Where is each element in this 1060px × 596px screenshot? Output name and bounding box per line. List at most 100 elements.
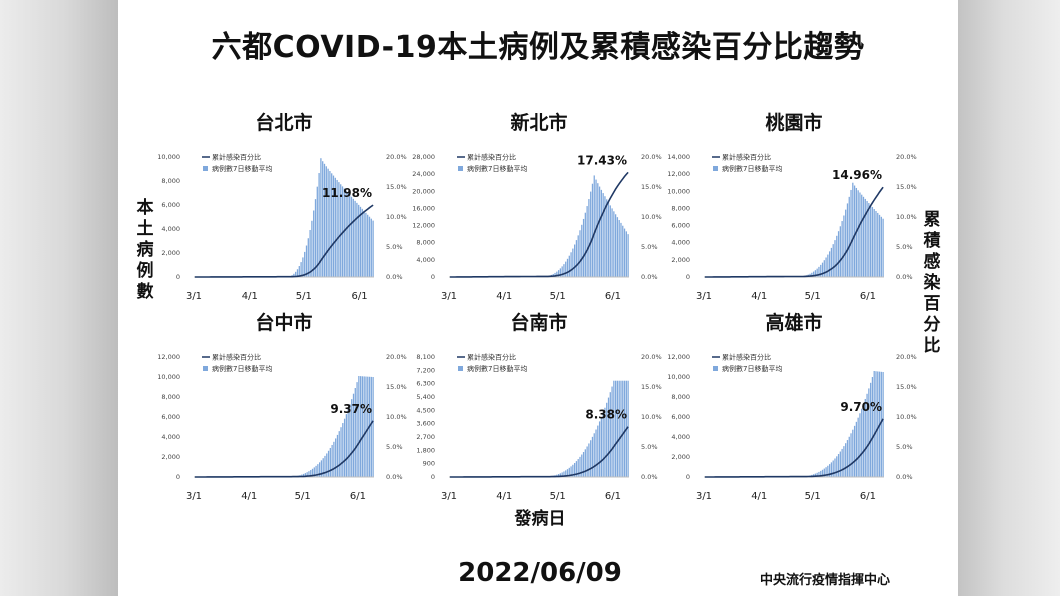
legend-line-label: 累計感染百分比 <box>467 153 516 162</box>
bar <box>882 372 884 477</box>
bar <box>345 190 347 277</box>
bar <box>308 471 310 477</box>
bar <box>606 199 608 277</box>
bar <box>350 196 353 277</box>
bar <box>338 182 340 277</box>
bar <box>581 454 583 477</box>
bar <box>864 398 866 477</box>
y-tick-label: 0 <box>431 273 435 281</box>
y2-tick-label: 10.0% <box>896 413 917 421</box>
y2-tick-label: 10.0% <box>386 413 407 421</box>
x-tick-label: 3/1 <box>696 291 712 302</box>
x-tick-label: 4/1 <box>496 291 512 302</box>
bar <box>363 210 365 277</box>
bar <box>827 465 829 477</box>
y-tick-label: 2,000 <box>671 256 690 264</box>
bar <box>622 380 624 477</box>
chart-title: 桃園市 <box>765 111 822 134</box>
x-tick-label: 6/1 <box>350 491 366 502</box>
bar <box>343 188 345 277</box>
final-percent-label: 9.70% <box>840 400 882 414</box>
legend-bar-label: 病例數7日移動平均 <box>467 364 527 373</box>
bar <box>584 449 586 477</box>
bar <box>309 230 311 277</box>
bar <box>853 185 856 277</box>
bar <box>618 220 620 277</box>
bar <box>861 194 863 277</box>
bar <box>588 199 590 277</box>
y2-tick-label: 15.0% <box>641 183 662 191</box>
y2-tick-label: 5.0% <box>641 443 658 451</box>
y-tick-label: 12,000 <box>412 222 435 230</box>
bar <box>623 380 626 477</box>
bar <box>361 376 364 477</box>
x-tick-label: 5/1 <box>805 291 821 302</box>
bar <box>302 257 304 277</box>
legend-bar-swatch <box>458 166 463 171</box>
bar <box>841 448 843 477</box>
bar <box>300 262 302 277</box>
bar <box>343 418 346 477</box>
bar <box>570 252 572 277</box>
bar <box>845 209 847 277</box>
x-tick-label: 6/1 <box>860 491 876 502</box>
bar <box>873 209 875 277</box>
legend-bar-swatch <box>713 166 718 171</box>
bar <box>623 228 626 277</box>
legend-bar-swatch <box>203 366 208 371</box>
bar <box>334 177 336 277</box>
bar <box>857 190 859 277</box>
bar <box>561 266 563 277</box>
y-tick-label: 2,700 <box>416 433 435 441</box>
y-tick-label: 8,000 <box>671 393 690 401</box>
cumulative-line <box>194 204 374 278</box>
bar <box>825 467 827 477</box>
bar <box>591 436 594 477</box>
bar <box>869 205 872 277</box>
bar <box>820 470 822 477</box>
bar <box>358 376 360 477</box>
x-tick-label: 4/1 <box>751 491 767 502</box>
x-tick-label: 3/1 <box>186 491 202 502</box>
bar <box>333 441 335 477</box>
bar <box>836 456 838 477</box>
y2-tick-label: 20.0% <box>641 353 662 361</box>
x-tick-label: 5/1 <box>296 291 312 302</box>
bar <box>563 471 565 477</box>
bar <box>597 425 599 477</box>
legend-line-label: 累計感染百分比 <box>467 353 516 362</box>
bar <box>559 473 562 477</box>
cumulative-line <box>449 171 629 278</box>
x-tick-label: 5/1 <box>295 491 311 502</box>
bar <box>862 196 865 277</box>
x-tick-label: 4/1 <box>241 491 257 502</box>
y-tick-label: 900 <box>423 460 435 468</box>
y2-tick-label: 20.0% <box>641 153 662 161</box>
bar <box>627 234 629 277</box>
y2-tick-label: 0.0% <box>896 273 913 281</box>
bar <box>345 414 348 477</box>
bar <box>590 191 592 277</box>
bar <box>861 408 863 477</box>
bar <box>354 200 356 277</box>
bar <box>314 199 317 277</box>
bar <box>315 465 317 477</box>
cumulative-line <box>704 418 884 478</box>
bar <box>845 443 847 477</box>
y2-tick-label: 15.0% <box>641 383 662 391</box>
bar <box>329 447 331 477</box>
bar <box>814 270 817 277</box>
bar <box>320 158 322 277</box>
bar <box>848 196 850 277</box>
bar <box>609 392 611 477</box>
bar <box>565 470 567 477</box>
bar <box>574 463 576 477</box>
y-axis-label-left: 本土病例數 <box>136 198 154 302</box>
bar <box>349 194 351 277</box>
y-tick-label: 10,000 <box>667 187 690 195</box>
bar <box>620 380 622 477</box>
y2-tick-label: 15.0% <box>896 383 917 391</box>
bar <box>616 217 619 277</box>
chart-new-taipei: 新北市 0 4,000 8,000 12,000 16,000 20,000 24,000 28… <box>412 111 662 302</box>
y2-tick-label: 0.0% <box>641 473 658 481</box>
